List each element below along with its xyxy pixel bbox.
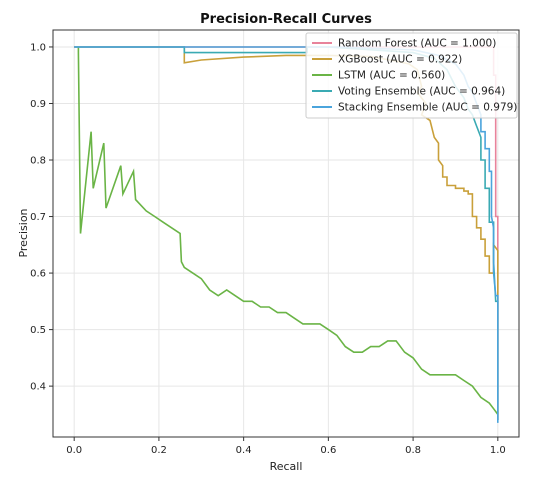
x-tick-label: 1.0	[490, 445, 506, 456]
y-axis-label: Precision	[17, 208, 30, 257]
x-axis-label: Recall	[270, 460, 303, 473]
x-tick-label: 0.4	[236, 445, 252, 456]
legend-entry: Random Forest (AUC = 1.000)	[338, 38, 496, 50]
legend-entry: Stacking Ensemble (AUC = 0.979)	[338, 102, 517, 114]
plot-frame	[52, 29, 520, 438]
x-tick-label: 0.2	[151, 445, 167, 456]
y-ticks: 0.4 0.5 0.6 0.7 0.8 0.9 1.0	[30, 42, 53, 393]
series-line-2	[77, 47, 499, 415]
y-tick-label: 0.9	[30, 99, 46, 110]
x-tick-label: 0.6	[320, 445, 336, 456]
legend-entry: XGBoost (AUC = 0.922)	[338, 54, 462, 66]
legend-box	[305, 32, 518, 119]
y-tick-label: 0.6	[30, 269, 46, 280]
x-tick-label: 0.0	[66, 445, 82, 456]
legend-entry: Voting Ensemble (AUC = 0.964)	[338, 86, 505, 98]
x-tick-label: 0.8	[405, 445, 421, 456]
legend: Random Forest (AUC = 1.000) XGBoost (AUC …	[305, 32, 518, 119]
y-tick-label: 1.0	[30, 42, 46, 53]
y-tick-label: 0.8	[30, 156, 46, 167]
y-tick-label: 0.4	[30, 382, 46, 393]
y-tick-label: 0.7	[30, 212, 46, 223]
grid-lines	[53, 30, 519, 437]
chart-title: Precision-Recall Curves	[200, 12, 372, 27]
x-ticks: 0.0 0.2 0.4 0.6 0.8 1.0	[66, 437, 506, 456]
y-tick-label: 0.5	[30, 325, 46, 336]
legend-entry: LSTM (AUC = 0.560)	[338, 70, 445, 82]
